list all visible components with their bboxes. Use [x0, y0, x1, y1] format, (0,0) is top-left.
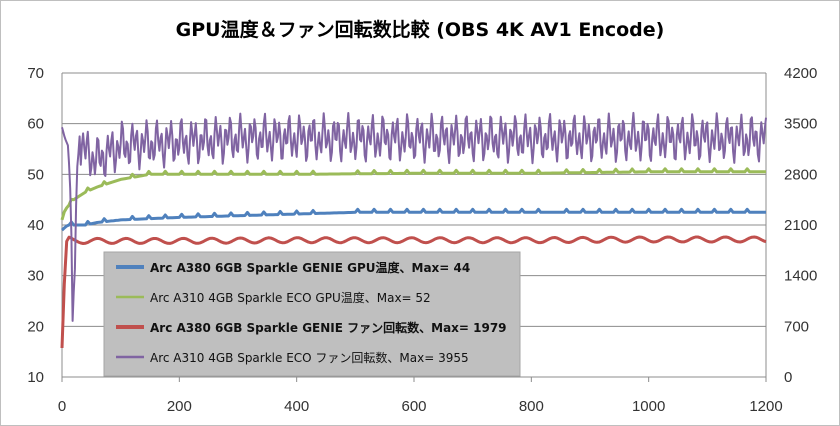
y-left-tick-label: 20 [27, 318, 44, 335]
y-right-tick-label: 1400 [784, 268, 817, 285]
x-tick-label: 200 [167, 398, 192, 415]
y-left-tick-label: 50 [27, 166, 44, 183]
y-left-tick-label: 70 [27, 65, 44, 82]
x-tick-label: 800 [519, 398, 544, 415]
y-right-tick-label: 4200 [784, 65, 817, 82]
y-left-tick-label: 60 [27, 116, 44, 133]
series-lines [60, 111, 767, 349]
series-line-1 [60, 207, 766, 232]
series-line-4 [61, 111, 767, 322]
x-tick-label: 1200 [749, 398, 782, 415]
x-tick-label: 400 [284, 398, 309, 415]
y-right-tick-label: 2800 [784, 166, 817, 183]
x-tick-label: 600 [401, 398, 426, 415]
legend-label: Arc A380 6GB Sparkle GENIE ファン回転数、Max= 1… [150, 320, 507, 335]
series-line-3 [60, 235, 767, 349]
y-right-tick-label: 3500 [784, 116, 817, 133]
y-right-tick-label: 2100 [784, 217, 817, 234]
legend: Arc A380 6GB Sparkle GENIE GPU温度、Max= 44… [103, 251, 521, 377]
y-right-tick-label: 0 [784, 369, 792, 386]
y-right-tick-label: 700 [784, 318, 809, 335]
legend-box [103, 251, 521, 377]
series-line-2 [60, 167, 766, 221]
chart-title: GPU温度＆ファン回転数比較 (OBS 4K AV1 Encode) [176, 18, 665, 41]
x-tick-label: 1000 [632, 398, 665, 415]
y-left-tick-label: 10 [27, 369, 44, 386]
legend-label: Arc A310 4GB Sparkle ECO ファン回転数、Max= 395… [150, 350, 469, 365]
y-left-tick-label: 40 [27, 217, 44, 234]
legend-label: Arc A310 4GB Sparkle ECO GPU温度、Max= 52 [150, 290, 431, 305]
x-tick-label: 0 [58, 398, 66, 415]
legend-label: Arc A380 6GB Sparkle GENIE GPU温度、Max= 44 [150, 260, 470, 275]
y-left-tick-label: 30 [27, 268, 44, 285]
